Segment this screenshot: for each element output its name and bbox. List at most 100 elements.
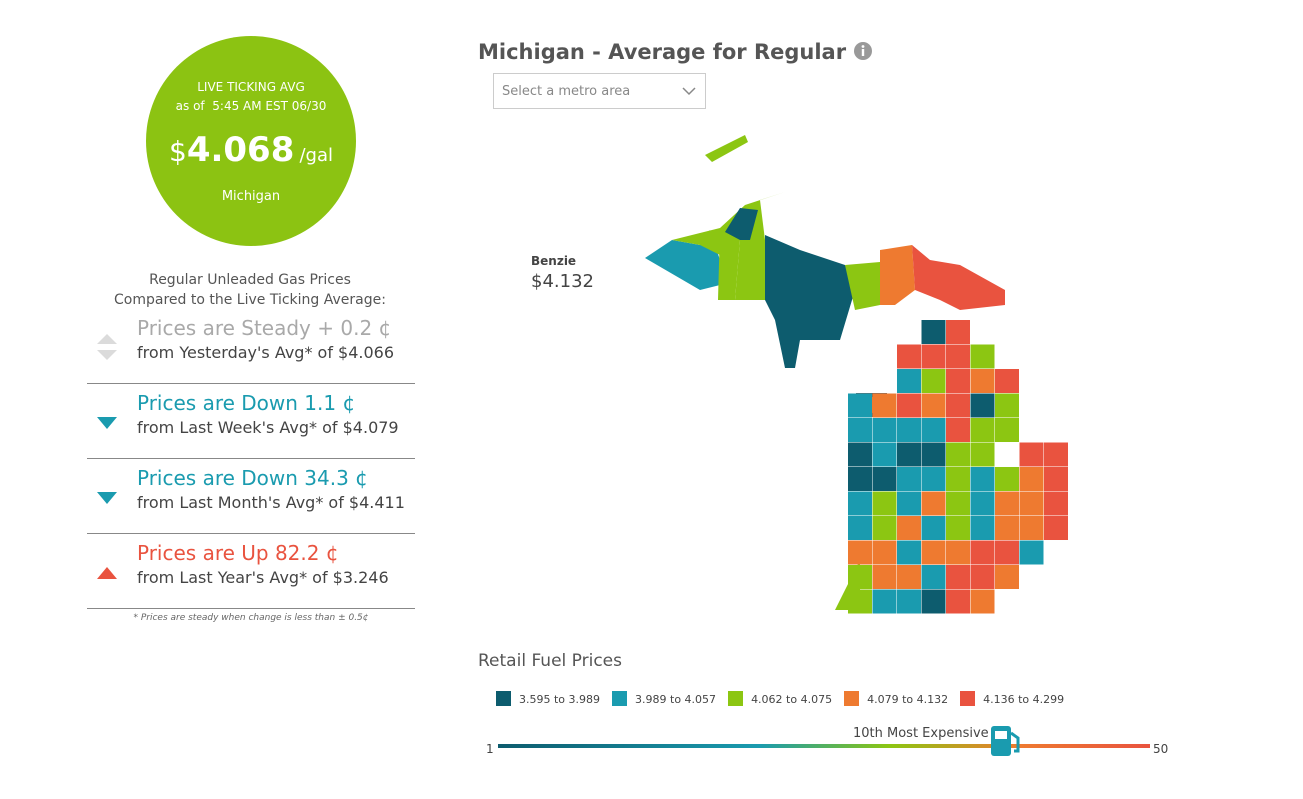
isle-royale[interactable]: [705, 135, 748, 162]
legend-label: 3.989 to 4.057: [635, 693, 717, 706]
county[interactable]: [995, 516, 1019, 540]
county[interactable]: [872, 393, 897, 418]
county[interactable]: [848, 589, 872, 614]
county[interactable]: [897, 565, 921, 589]
county[interactable]: [897, 418, 921, 442]
county[interactable]: [970, 418, 995, 442]
county[interactable]: [995, 369, 1019, 393]
county[interactable]: [1044, 491, 1068, 516]
county[interactable]: [872, 491, 897, 516]
county[interactable]: [921, 589, 946, 614]
county[interactable]: [970, 369, 995, 393]
comparison: Prices are Down 1.1 ¢ from Last Week's Av…: [87, 385, 415, 459]
county[interactable]: [921, 369, 946, 393]
county[interactable]: [848, 516, 872, 540]
trend-icon: [97, 334, 117, 360]
county[interactable]: [921, 320, 946, 344]
county[interactable]: [848, 442, 872, 467]
county[interactable]: [995, 418, 1019, 442]
county[interactable]: [725, 208, 758, 240]
county[interactable]: [970, 393, 995, 418]
county[interactable]: [946, 491, 970, 516]
county[interactable]: [1019, 516, 1044, 540]
county[interactable]: [897, 442, 921, 467]
county[interactable]: [848, 467, 872, 491]
county[interactable]: [848, 393, 872, 418]
county[interactable]: [848, 540, 872, 565]
county[interactable]: [897, 467, 921, 491]
info-icon[interactable]: [853, 41, 873, 61]
county[interactable]: [872, 418, 897, 442]
county[interactable]: [921, 516, 946, 540]
county[interactable]: [921, 393, 946, 418]
county[interactable]: [946, 369, 970, 393]
county[interactable]: [946, 418, 970, 442]
county[interactable]: [995, 565, 1019, 589]
county[interactable]: [845, 262, 880, 310]
county[interactable]: [970, 516, 995, 540]
county[interactable]: [897, 491, 921, 516]
county[interactable]: [946, 344, 970, 369]
county[interactable]: [872, 540, 897, 565]
county[interactable]: [921, 565, 946, 589]
legend: 3.595 to 3.989 3.989 to 4.057 4.062 to 4.0…: [496, 688, 1076, 707]
county[interactable]: [970, 344, 995, 369]
county[interactable]: [946, 467, 970, 491]
county[interactable]: [880, 245, 915, 305]
county[interactable]: [946, 589, 970, 614]
county[interactable]: [921, 418, 946, 442]
county[interactable]: [848, 418, 872, 442]
county[interactable]: [921, 540, 946, 565]
county[interactable]: [1019, 467, 1044, 491]
county[interactable]: [897, 393, 921, 418]
county[interactable]: [946, 320, 970, 344]
county[interactable]: [970, 589, 995, 614]
county[interactable]: [848, 565, 872, 589]
county[interactable]: [897, 516, 921, 540]
county[interactable]: [970, 491, 995, 516]
county[interactable]: [897, 589, 921, 614]
county[interactable]: [912, 245, 1005, 310]
detail: from Last Week's Avg* of $4.079: [137, 418, 399, 437]
county[interactable]: [897, 540, 921, 565]
county[interactable]: [921, 344, 946, 369]
county[interactable]: [946, 393, 970, 418]
county[interactable]: [1044, 442, 1068, 467]
county[interactable]: [995, 393, 1019, 418]
county[interactable]: [995, 491, 1019, 516]
county[interactable]: [946, 565, 970, 589]
county[interactable]: [672, 228, 720, 255]
county[interactable]: [1019, 540, 1044, 565]
county[interactable]: [970, 540, 995, 565]
county[interactable]: [995, 467, 1019, 491]
swatch: [612, 691, 628, 706]
county[interactable]: [1019, 442, 1044, 467]
county[interactable]: [970, 467, 995, 491]
county[interactable]: [735, 240, 765, 300]
county[interactable]: [1044, 516, 1068, 540]
county[interactable]: [872, 516, 897, 540]
county[interactable]: [872, 565, 897, 589]
county[interactable]: [872, 589, 897, 614]
county[interactable]: [765, 235, 855, 368]
legend-item: 4.079 to 4.132: [844, 691, 948, 706]
legend-label: 4.079 to 4.132: [867, 693, 949, 706]
county[interactable]: [1019, 491, 1044, 516]
county[interactable]: [921, 467, 946, 491]
county[interactable]: [848, 491, 872, 516]
county[interactable]: [872, 467, 897, 491]
county[interactable]: [921, 442, 946, 467]
county[interactable]: [946, 516, 970, 540]
county[interactable]: [872, 442, 897, 467]
county[interactable]: [946, 540, 970, 565]
county[interactable]: [995, 540, 1019, 565]
county[interactable]: [970, 565, 995, 589]
metro-select[interactable]: Select a metro area: [493, 73, 706, 109]
county[interactable]: [1044, 467, 1068, 491]
county[interactable]: [970, 442, 995, 467]
county[interactable]: [946, 442, 970, 467]
county[interactable]: [897, 344, 921, 369]
county[interactable]: [921, 491, 946, 516]
intro2: Compared to the Live Ticking Average:: [114, 292, 386, 308]
county[interactable]: [897, 369, 921, 393]
